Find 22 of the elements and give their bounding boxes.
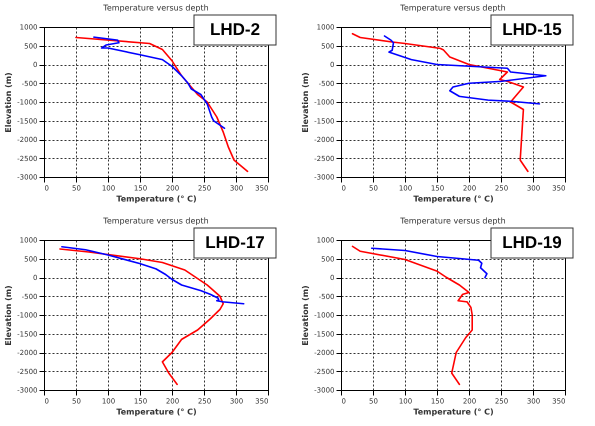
chart-title: Temperature versus depth xyxy=(399,4,506,12)
x-axis-title: Temperature (° C) xyxy=(116,408,197,416)
annotation: LHD-15 xyxy=(502,20,562,39)
x-axis-title: Temperature (° C) xyxy=(116,194,197,204)
annotation: LHD-17 xyxy=(205,233,265,252)
annotation: LHD-19 xyxy=(502,233,562,252)
y-axis-title: Elevation (m) xyxy=(4,72,14,133)
x-axis-title: Temperature (° C) xyxy=(413,194,494,204)
chart-title: Temperature versus depth xyxy=(399,216,506,226)
x-axis-title: Temperature (° C) xyxy=(413,408,494,416)
y-axis-title: Elevation (m) xyxy=(301,72,310,133)
line-series xyxy=(93,36,226,130)
chart-title: Temperature versus depth xyxy=(102,216,209,226)
line-series xyxy=(59,248,224,386)
annotation: LHD-2 xyxy=(210,20,260,39)
y-axis-title: Elevation (m) xyxy=(301,285,310,346)
line-series xyxy=(384,35,547,105)
chart-title: Temperature versus depth xyxy=(102,4,209,12)
line-series xyxy=(370,247,488,278)
line-series xyxy=(75,36,248,172)
y-axis-title: Elevation (m) xyxy=(4,285,14,346)
line-series xyxy=(352,246,473,386)
